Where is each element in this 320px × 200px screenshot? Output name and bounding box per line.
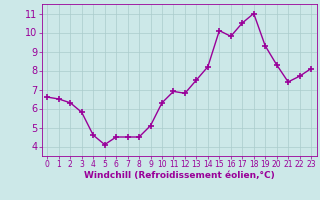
X-axis label: Windchill (Refroidissement éolien,°C): Windchill (Refroidissement éolien,°C)	[84, 171, 275, 180]
